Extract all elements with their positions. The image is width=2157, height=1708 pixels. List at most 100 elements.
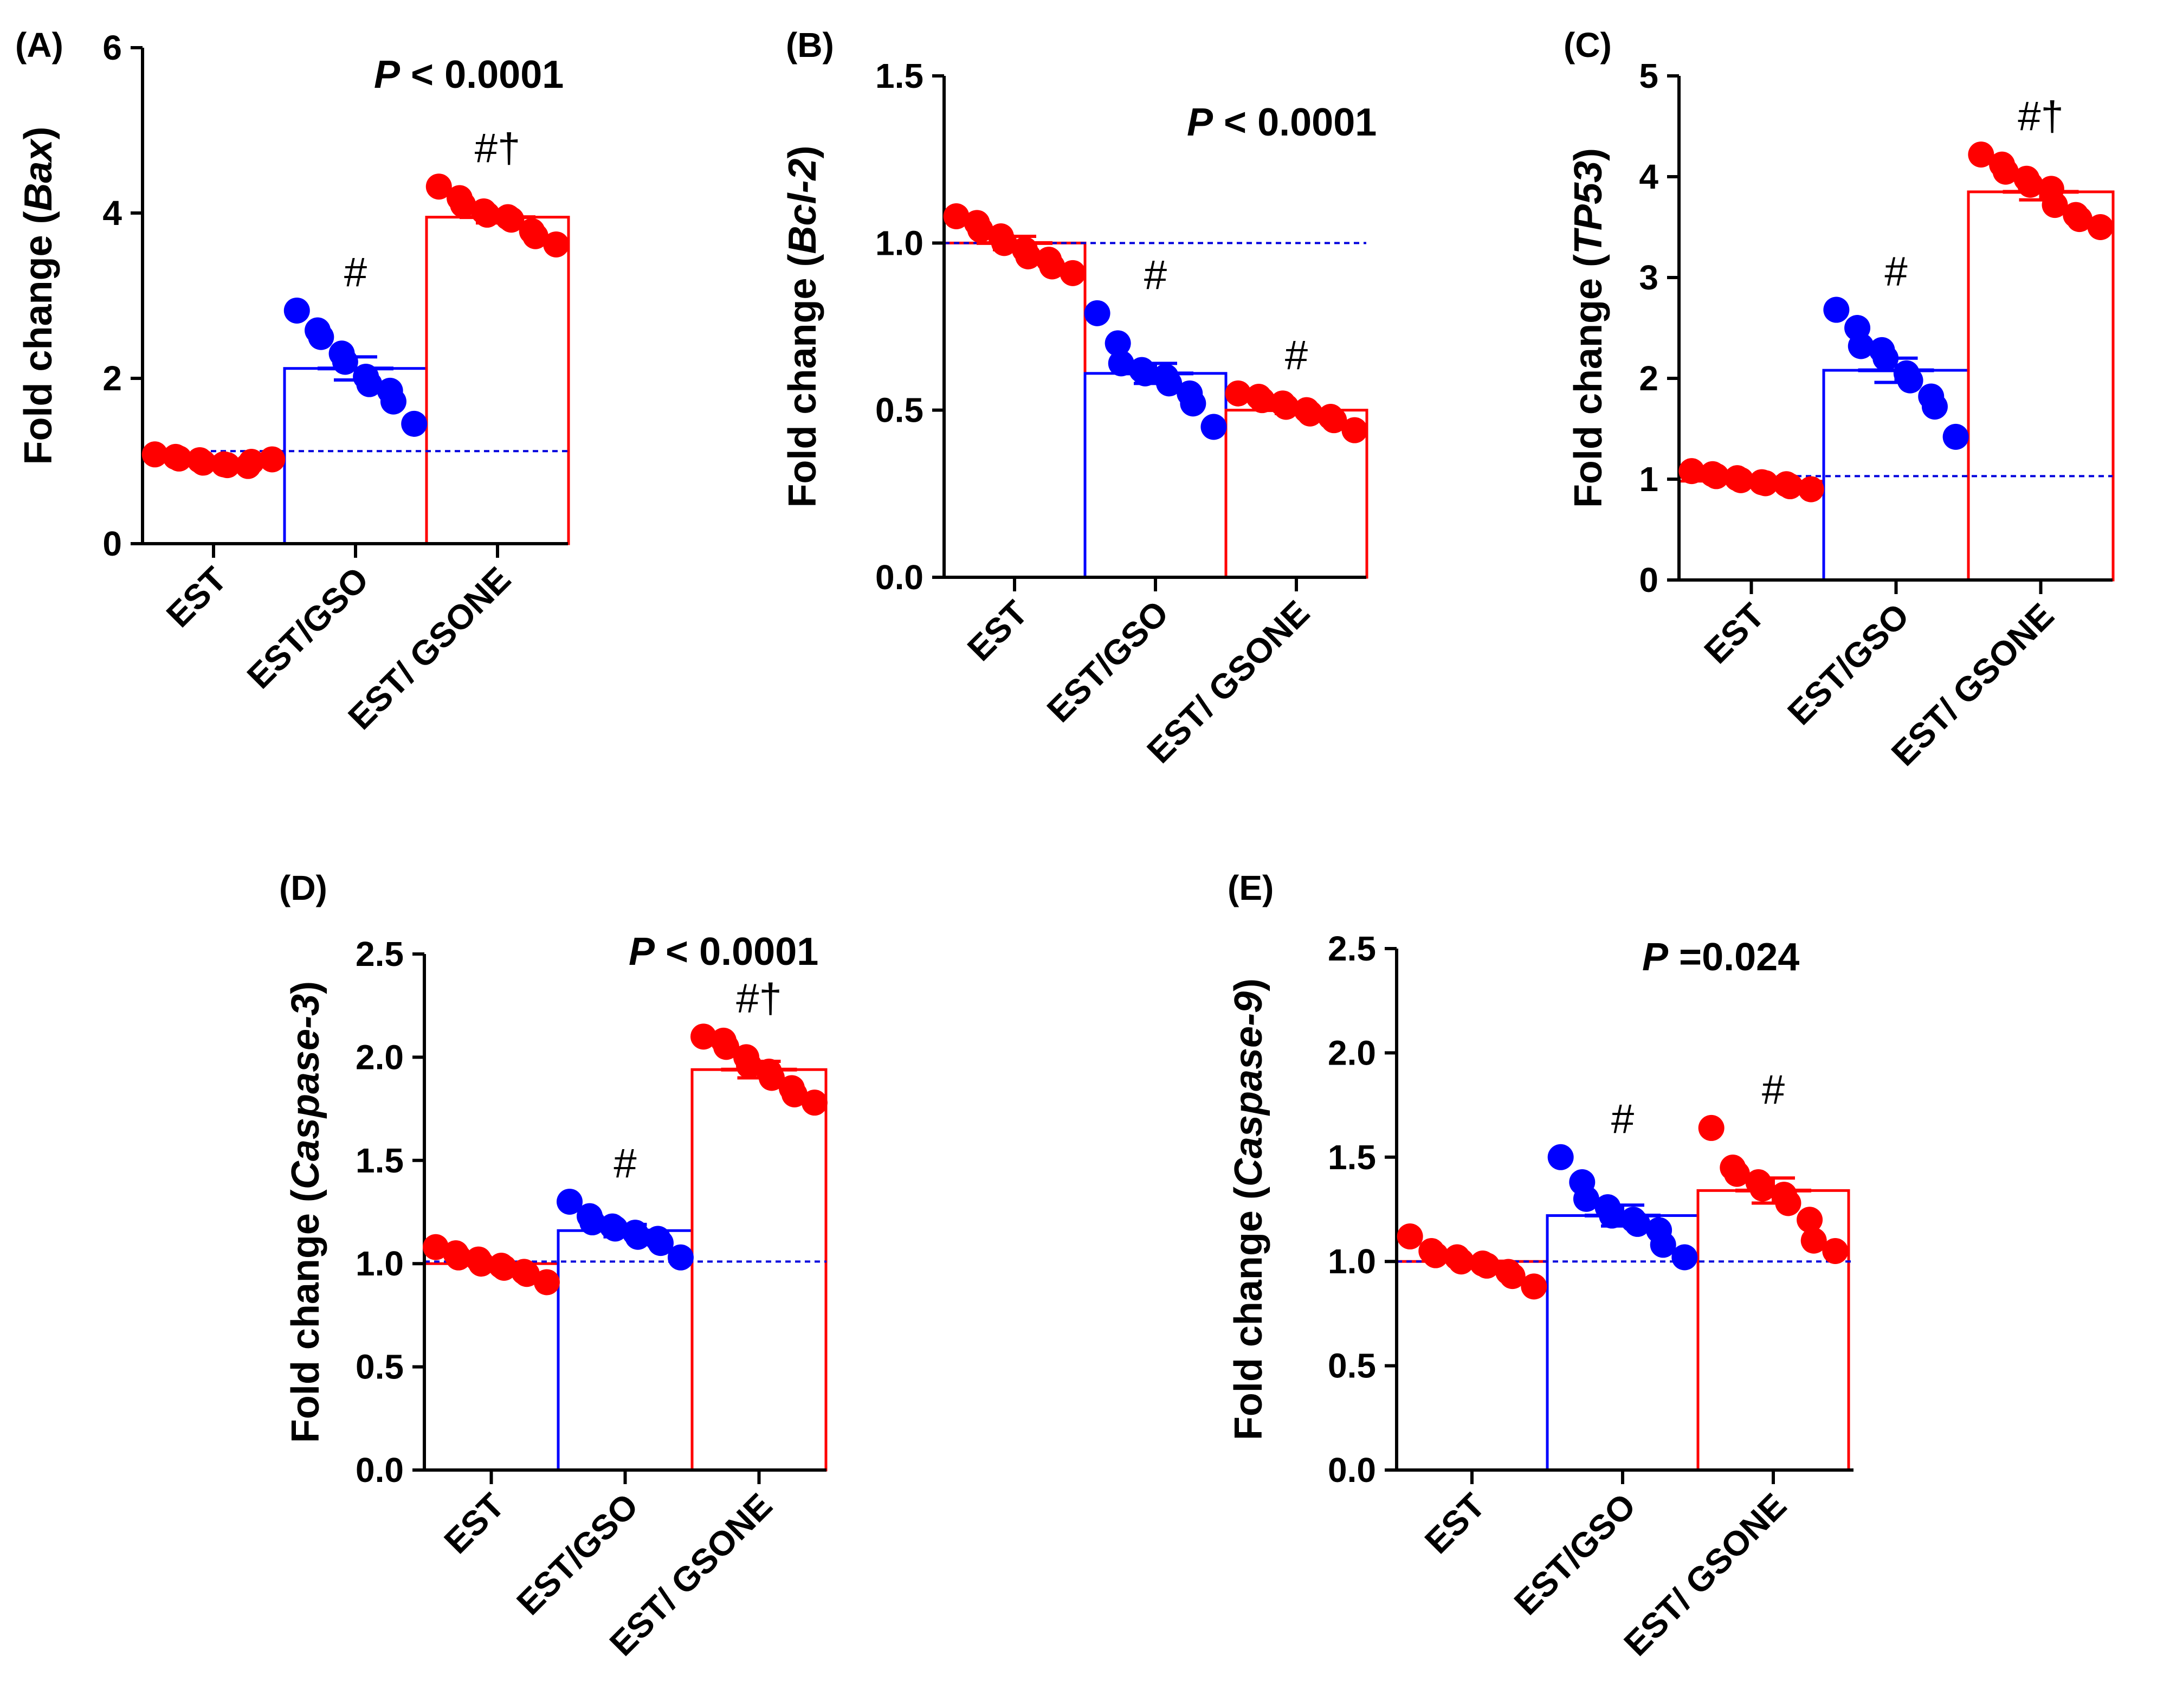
x-tick-label: EST	[159, 559, 234, 635]
x-tick-label: EST	[1696, 596, 1772, 671]
data-point	[1992, 158, 2019, 185]
data-point	[450, 191, 476, 218]
y-tick-label: 2.5	[356, 934, 404, 974]
y-tick-label: 6	[102, 28, 122, 67]
significance-marker: #	[1144, 252, 1167, 298]
significance-marker: #	[344, 249, 367, 295]
y-tick-label: 4	[102, 194, 122, 233]
p-value-annotation: P < 0.0001	[629, 930, 818, 974]
y-axis-label-prefix: Fold change (	[1567, 254, 1610, 508]
y-tick-label: 1.5	[356, 1141, 404, 1180]
data-point	[498, 207, 525, 233]
data-point	[474, 202, 500, 228]
significance-marker: #†	[475, 125, 521, 171]
data-point	[713, 1034, 740, 1060]
x-tick-label: EST	[960, 593, 1035, 668]
y-tick-label: 0.5	[875, 391, 923, 430]
data-point	[1823, 297, 1850, 323]
data-point	[356, 371, 383, 397]
y-tick-label: 4	[1639, 157, 1658, 196]
data-point	[1749, 1175, 1776, 1202]
data-point	[2087, 214, 2114, 240]
y-tick-label: 1.0	[1328, 1242, 1376, 1281]
y-axis-label-gene: Bcl-2	[781, 158, 824, 254]
panel-label: (E)	[1228, 868, 1274, 907]
data-point	[1060, 260, 1086, 286]
y-tick-label: 0.0	[356, 1451, 404, 1490]
y-tick-label: 1	[1639, 460, 1658, 499]
data-point	[1848, 333, 1874, 359]
p-value-annotation: P =0.024	[1642, 936, 1799, 979]
data-point	[1397, 1223, 1423, 1250]
significance-marker: #	[1285, 332, 1308, 378]
data-point	[401, 410, 428, 437]
x-tick-label: EST/GSO	[1507, 1486, 1643, 1622]
y-tick-label: 2.5	[1328, 929, 1376, 968]
panel-label: (D)	[279, 868, 327, 907]
data-point	[1249, 387, 1275, 414]
y-axis-label-prefix: Fold change (	[17, 211, 60, 465]
x-tick-label: EST	[436, 1486, 512, 1561]
data-point	[1341, 417, 1368, 443]
data-point	[1180, 390, 1206, 417]
y-tick-label: 0.0	[875, 558, 923, 597]
y-axis-label-prefix: Fold change (	[781, 254, 824, 508]
p-value-text: < 0.0001	[655, 930, 818, 974]
data-point	[522, 223, 548, 249]
panel-label: (A)	[15, 25, 63, 65]
data-point	[667, 1244, 694, 1271]
data-point	[533, 1269, 560, 1295]
data-point	[736, 1052, 763, 1079]
significance-marker: #	[1762, 1067, 1785, 1113]
bar-est-gsone	[1967, 190, 2115, 582]
y-tick-label: 2	[102, 359, 122, 398]
data-point	[425, 173, 452, 200]
y-axis-label-gene: Caspase-9	[1227, 991, 1270, 1187]
data-point	[1797, 1207, 1823, 1233]
significance-marker: #	[1611, 1096, 1634, 1142]
data-point	[1084, 300, 1110, 326]
y-tick-label: 2.0	[1328, 1033, 1376, 1072]
x-tick-label: EST	[1417, 1486, 1493, 1561]
y-axis-label-gene: Caspase-3	[284, 994, 327, 1189]
data-point	[690, 1023, 717, 1050]
x-tick-label: EST/GSO	[1039, 593, 1176, 730]
data-point	[1521, 1273, 1547, 1300]
y-axis-label-gene: TP53	[1567, 161, 1610, 254]
p-value-text: < 0.0001	[1213, 101, 1377, 144]
bar-est-gsone	[690, 1068, 828, 1472]
bar-est	[423, 1262, 560, 1472]
bar-est-gso	[283, 367, 428, 545]
y-tick-label: 0.5	[356, 1348, 404, 1387]
data-point	[1822, 1238, 1849, 1264]
data-point	[1921, 394, 1948, 420]
p-value-annotation: P < 0.0001	[374, 53, 564, 96]
y-axis-label-gene: Bax	[17, 138, 60, 211]
bar-est-gsone	[1696, 1189, 1850, 1472]
data-point	[1573, 1185, 1599, 1212]
data-point	[283, 297, 310, 324]
y-axis-label-prefix: Fold change (	[284, 1189, 327, 1443]
data-point	[513, 1261, 540, 1287]
data-point	[967, 216, 993, 243]
y-axis-label: Fold change (Caspase-9)	[1227, 978, 1270, 1440]
data-point	[1108, 350, 1134, 377]
y-tick-label: 1.5	[1328, 1138, 1376, 1177]
data-point	[647, 1230, 674, 1256]
p-value-annotation: P < 0.0001	[1187, 101, 1377, 144]
data-point	[1499, 1263, 1526, 1290]
data-point	[2066, 206, 2093, 233]
y-axis-label: Fold change (TP53)	[1567, 148, 1610, 508]
data-point	[1968, 141, 1994, 168]
x-tick-label: EST/GSO	[240, 559, 376, 696]
p-value-letter: P	[374, 53, 401, 96]
data-point	[1105, 330, 1131, 357]
y-axis-label-suffix: )	[1567, 148, 1610, 161]
p-value-letter: P	[1187, 101, 1213, 144]
panel-d: (D) Fold change (Caspase-3) 0.0 0.5 1.0 1.5 2.…	[279, 868, 828, 1664]
y-tick-label: 1.5	[875, 56, 923, 95]
y-tick-label: 0.5	[1328, 1346, 1376, 1385]
y-axis-label-suffix: )	[781, 145, 824, 158]
